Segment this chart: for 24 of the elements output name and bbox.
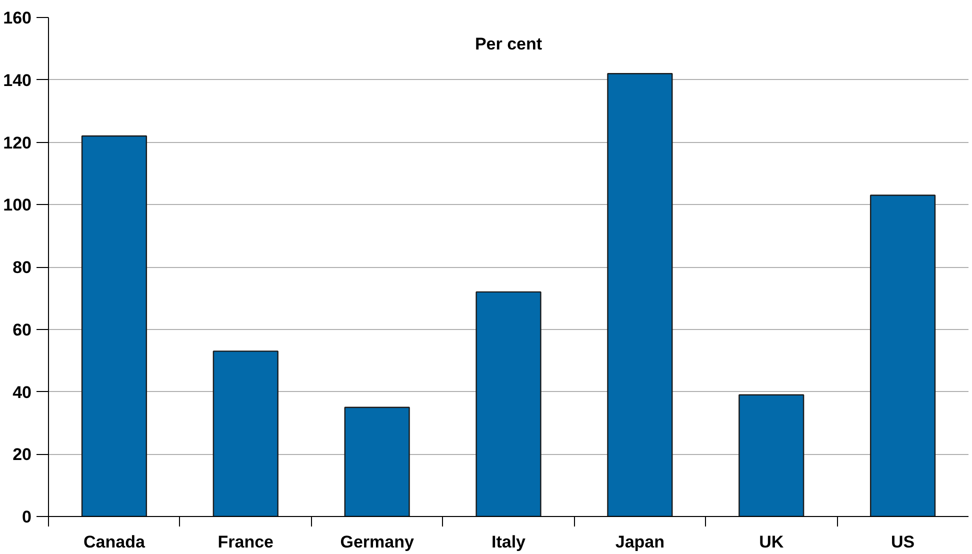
x-tick-label: Germany (340, 532, 414, 552)
bar (738, 394, 804, 516)
bar (81, 135, 148, 516)
x-tick-label: Italy (491, 532, 526, 552)
y-axis-title: Per cent (474, 34, 542, 54)
bar (870, 194, 936, 516)
y-tick-label: 120 (3, 133, 32, 152)
y-tick-label: 160 (3, 8, 32, 28)
y-tick-label: 100 (3, 196, 32, 215)
y-tick-label: 20 (12, 445, 32, 464)
x-tick-label: Japan (615, 532, 665, 552)
bar (476, 291, 542, 516)
x-tick-label: France (218, 532, 274, 552)
y-tick-label: 0 (22, 508, 32, 526)
y-tick-label: 60 (12, 320, 32, 340)
y-tick-label: 140 (3, 70, 32, 90)
x-tick-label: UK (759, 532, 784, 552)
bar (344, 406, 410, 516)
bar (212, 350, 278, 516)
x-tick-label: US (890, 532, 915, 552)
x-tick-label: Canada (84, 532, 146, 552)
bar (607, 73, 673, 516)
y-tick-label: 80 (12, 258, 32, 277)
y-tick-label: 40 (12, 382, 32, 402)
